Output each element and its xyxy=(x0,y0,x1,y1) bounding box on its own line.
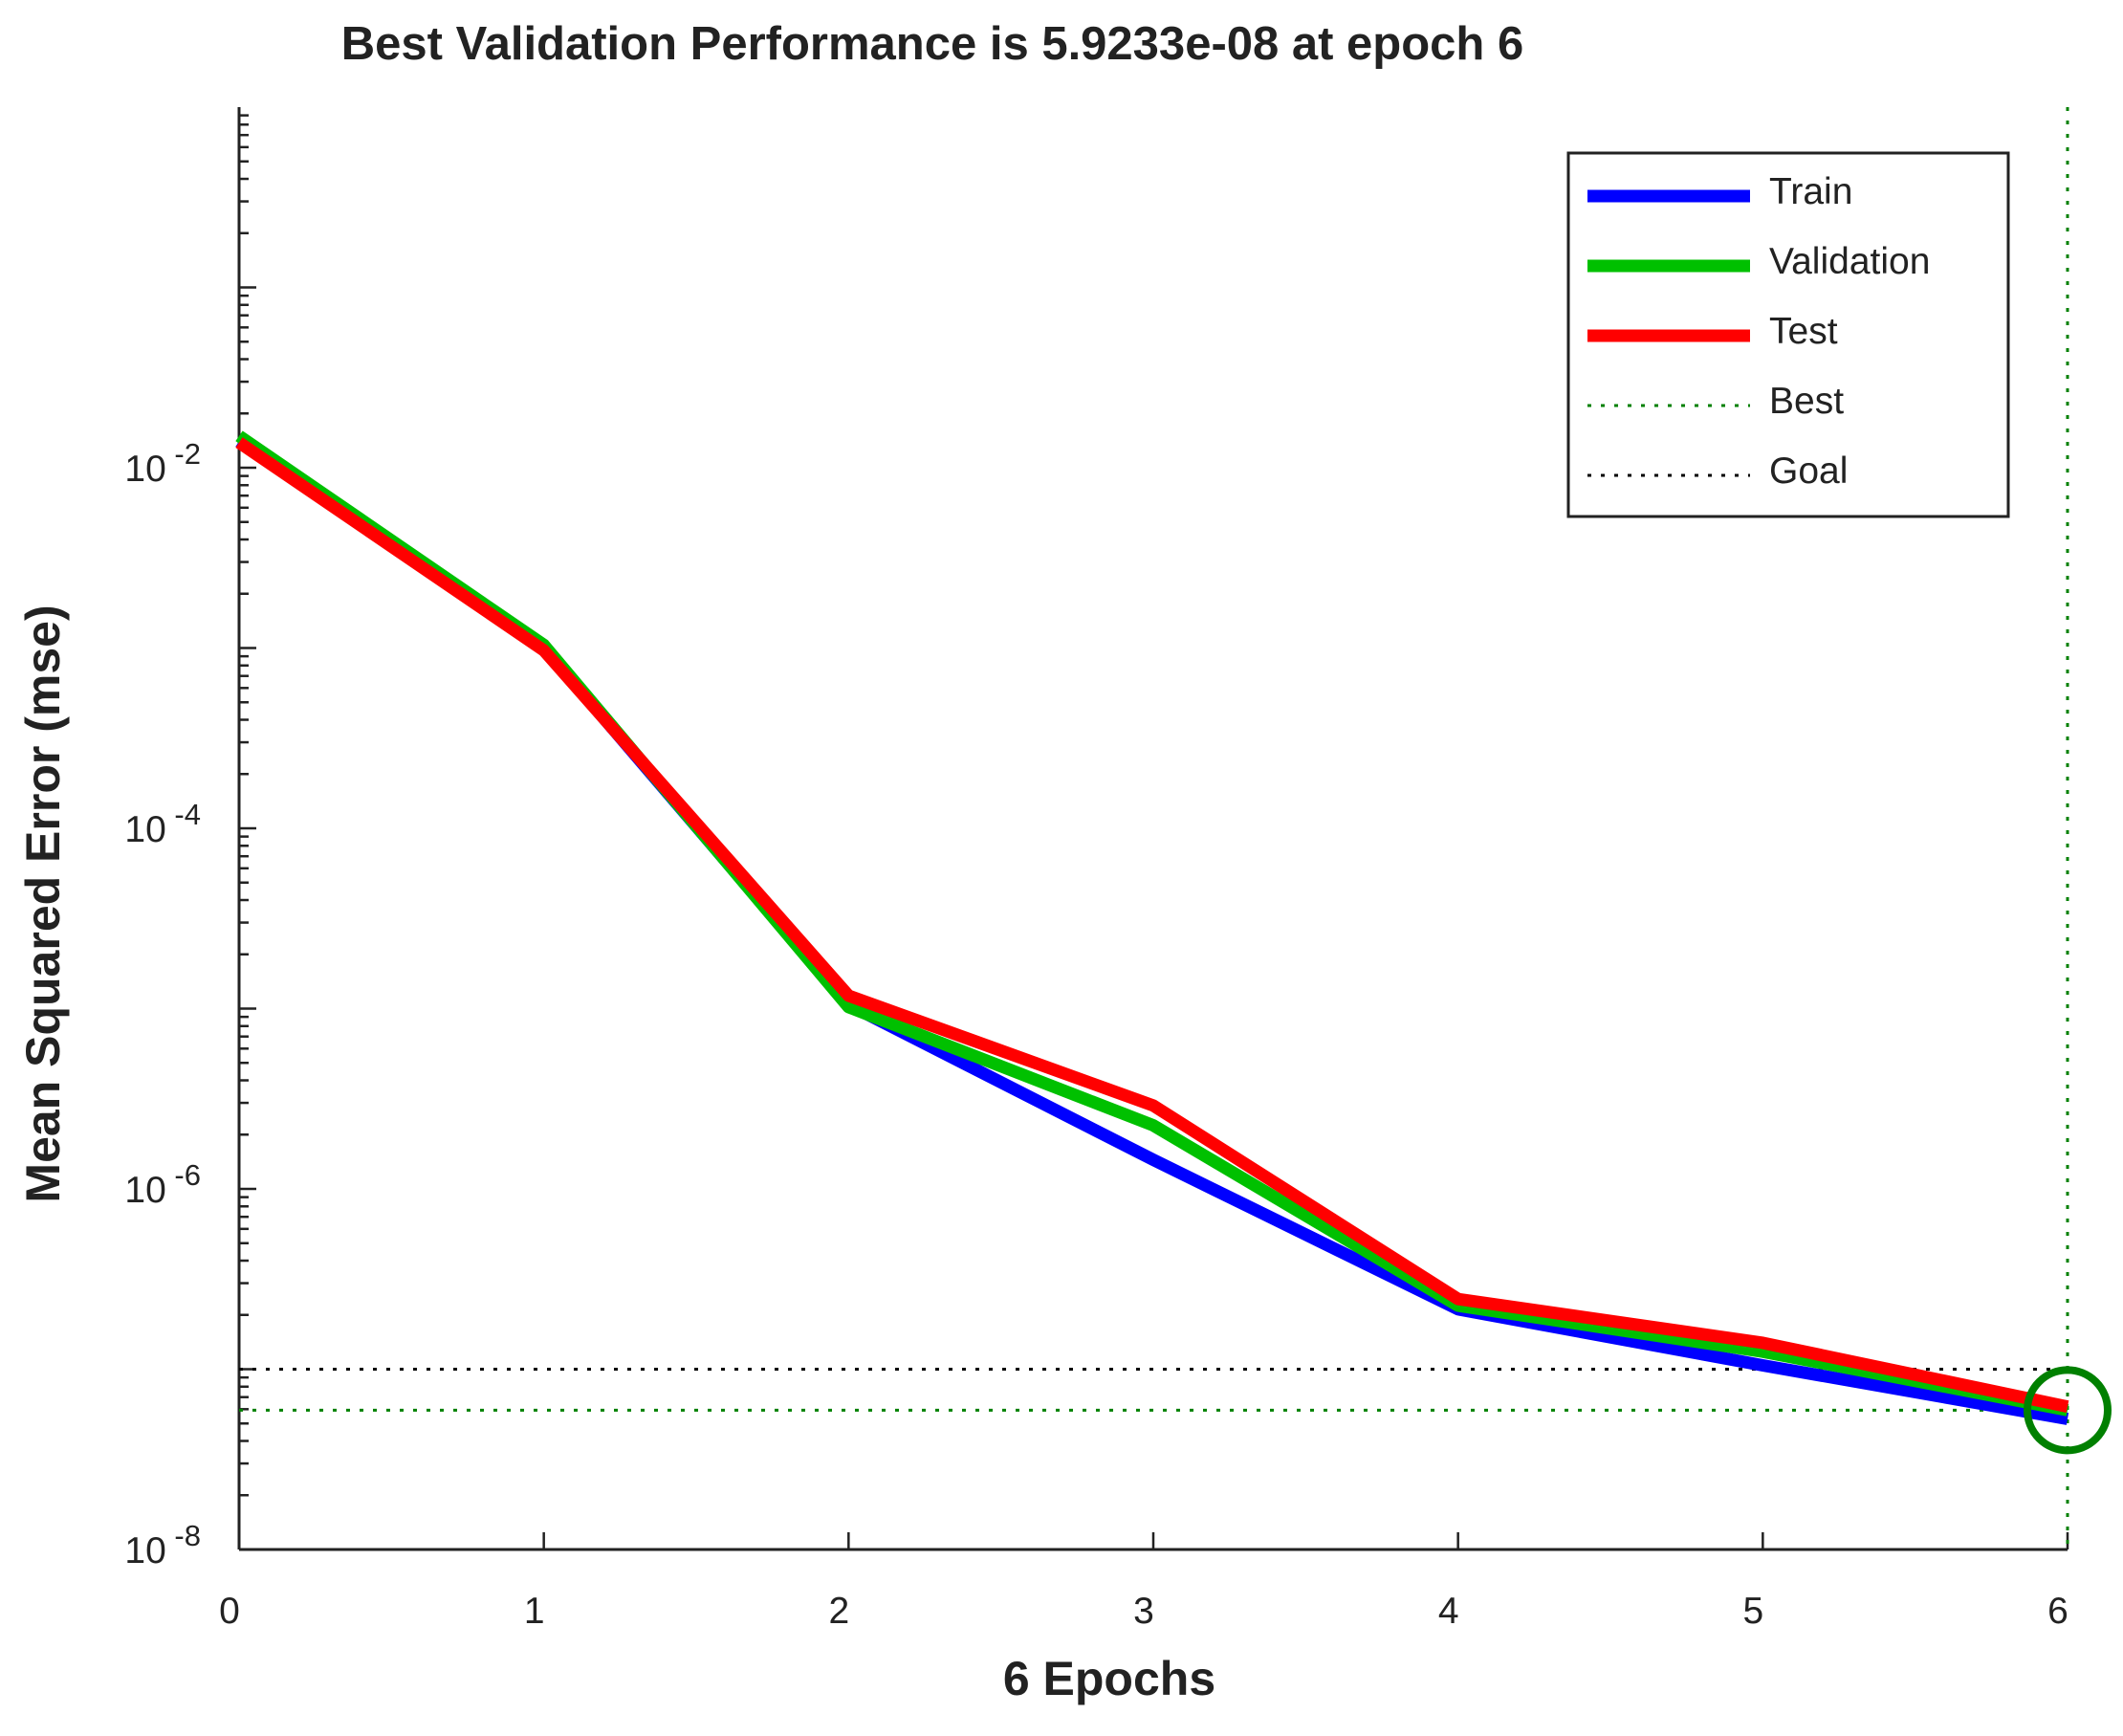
validation-series-line xyxy=(239,436,2068,1411)
x-tick-label: 3 xyxy=(1133,1591,1154,1632)
y-tick-label: 10 -2 xyxy=(124,437,201,490)
train-series-line xyxy=(239,441,2068,1418)
x-tick-label: 0 xyxy=(219,1591,240,1632)
y-axis-label: Mean Squared Error (mse) xyxy=(16,604,70,1202)
legend-label-goal: Goal xyxy=(1769,450,1848,492)
legend-label-test: Test xyxy=(1769,311,1838,352)
x-tick-label: 5 xyxy=(1742,1591,1763,1632)
chart-title: Best Validation Performance is 5.9233e-0… xyxy=(341,18,1523,70)
y-tick-label: 10 -4 xyxy=(124,798,201,850)
x-tick-label: 2 xyxy=(828,1591,849,1632)
y-tick-label: 10 -6 xyxy=(124,1158,201,1211)
test-series-line xyxy=(239,443,2068,1407)
x-tick-label: 4 xyxy=(1438,1591,1459,1632)
legend-label-validation: Validation xyxy=(1769,241,1930,282)
legend: Train Validation Test Best Goal xyxy=(1568,153,2008,516)
y-tick-label: 10 -8 xyxy=(124,1519,201,1571)
legend-label-best: Best xyxy=(1769,381,1844,422)
x-tick-label: 6 xyxy=(2047,1591,2068,1632)
x-tick-label: 1 xyxy=(524,1591,545,1632)
x-axis-label: 6 Epochs xyxy=(1003,1652,1215,1705)
legend-label-train: Train xyxy=(1769,171,1852,212)
